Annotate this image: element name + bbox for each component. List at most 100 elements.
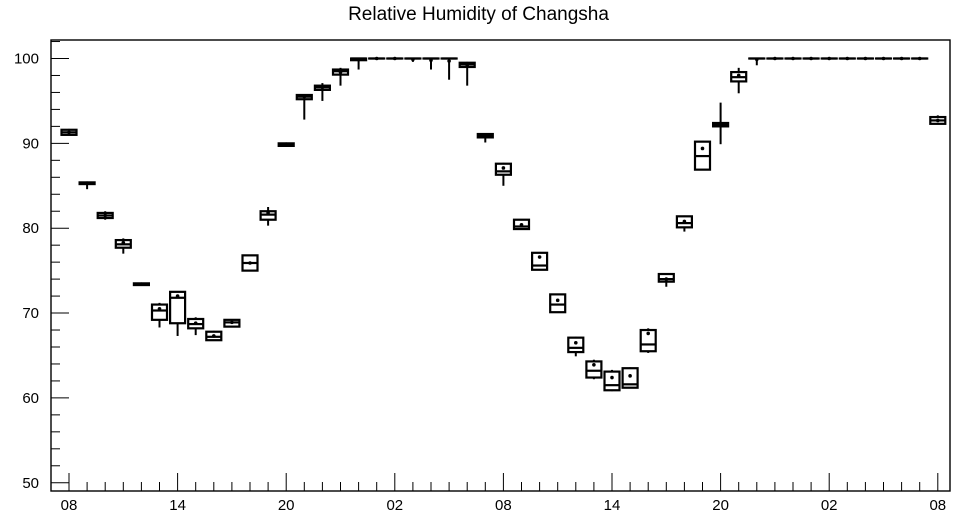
box-hour-13 xyxy=(295,93,313,120)
box-hour-11 xyxy=(259,206,277,226)
box-hour-19 xyxy=(404,57,422,62)
box-hour-18 xyxy=(386,56,404,61)
box-hour-30 xyxy=(603,369,621,392)
y-tick-label: 90 xyxy=(22,135,39,152)
iqr-box xyxy=(621,367,639,389)
box-hour-8 xyxy=(205,330,223,342)
y-tick-label: 60 xyxy=(22,390,39,407)
mean-marker xyxy=(230,320,234,325)
mean-marker xyxy=(664,277,669,281)
box-hour-24 xyxy=(494,162,512,186)
box-hour-40 xyxy=(784,56,802,61)
mean-marker xyxy=(718,122,723,126)
box-hour-9 xyxy=(223,318,241,328)
box-hour-29 xyxy=(585,359,603,380)
box-hour-23 xyxy=(476,132,494,143)
mean-marker xyxy=(863,56,868,61)
mean-marker xyxy=(936,118,940,123)
box-hour-21 xyxy=(440,57,458,80)
mean-marker xyxy=(537,255,542,259)
mean-marker xyxy=(248,261,252,265)
mean-marker xyxy=(736,73,741,78)
iqr-box xyxy=(603,370,621,392)
mean-marker xyxy=(628,374,632,378)
mean-marker xyxy=(429,58,433,62)
mean-marker xyxy=(773,56,777,61)
box-hour-32 xyxy=(639,328,657,353)
mean-marker xyxy=(646,331,650,336)
box-hour-2 xyxy=(96,211,114,220)
x-tick-label: 20 xyxy=(712,497,729,514)
mean-marker xyxy=(610,375,614,380)
iqr-box xyxy=(585,360,603,379)
mean-marker xyxy=(338,70,343,74)
mean-marker xyxy=(411,57,415,62)
box-hour-0 xyxy=(60,128,78,136)
box-hour-42 xyxy=(820,56,838,61)
box-hour-43 xyxy=(838,56,856,61)
box-hour-47 xyxy=(911,56,929,61)
mean-marker xyxy=(881,56,886,61)
box-hour-28 xyxy=(567,336,585,357)
mean-marker xyxy=(574,340,578,345)
x-tick-label: 14 xyxy=(169,497,186,514)
box-hour-38 xyxy=(748,57,766,66)
y-tick-label: 100 xyxy=(14,51,39,68)
y-tick-label: 70 xyxy=(22,305,39,322)
box-hour-27 xyxy=(549,293,567,314)
mean-marker xyxy=(139,282,144,287)
x-tick-label: 20 xyxy=(278,497,295,514)
plot-frame xyxy=(50,39,951,492)
box-hour-26 xyxy=(530,251,549,271)
x-tick-label: 08 xyxy=(61,497,78,514)
box-hour-44 xyxy=(856,56,875,61)
box-hour-25 xyxy=(512,218,531,231)
boxes-layer xyxy=(60,56,947,392)
box-hour-5 xyxy=(150,302,169,328)
x-tick-label: 08 xyxy=(495,497,512,514)
box-hour-35 xyxy=(693,140,712,171)
mean-marker xyxy=(356,57,361,62)
box-hour-39 xyxy=(766,56,784,61)
iqr-box xyxy=(549,293,567,314)
box-hour-3 xyxy=(114,238,132,254)
mean-marker xyxy=(212,334,216,338)
mean-marker xyxy=(555,298,560,303)
box-hour-17 xyxy=(368,56,386,61)
box-hour-22 xyxy=(458,61,476,86)
box-hour-14 xyxy=(313,83,331,101)
box-hour-45 xyxy=(874,56,893,61)
box-hour-7 xyxy=(187,317,205,336)
mean-marker xyxy=(67,130,71,135)
mean-marker xyxy=(483,133,488,138)
box-hour-4 xyxy=(132,282,150,287)
box-hour-10 xyxy=(241,254,259,272)
x-tick-label: 02 xyxy=(386,497,403,514)
mean-marker xyxy=(193,321,198,326)
mean-marker xyxy=(465,63,470,68)
box-hour-37 xyxy=(730,67,748,94)
mean-marker xyxy=(393,56,397,61)
mean-marker xyxy=(809,56,813,61)
mean-marker xyxy=(845,56,850,61)
box-hour-33 xyxy=(657,272,675,287)
mean-marker xyxy=(755,57,759,62)
box-hour-31 xyxy=(621,367,639,389)
box-hour-48 xyxy=(929,115,947,125)
mean-marker xyxy=(791,56,795,61)
mean-marker xyxy=(284,142,289,146)
mean-marker xyxy=(103,213,107,218)
mean-marker xyxy=(374,56,379,61)
mean-marker xyxy=(519,223,524,227)
box-hour-36 xyxy=(711,102,730,145)
iqr-box xyxy=(567,336,585,354)
axes: 50 60 70 80 90 100 08 14 20 02 08 14 20 02 08 xyxy=(14,39,951,514)
box-hour-41 xyxy=(802,56,820,61)
x-tick-label: 14 xyxy=(604,497,621,514)
mean-marker xyxy=(700,146,705,151)
x-tick-label: 08 xyxy=(929,497,946,514)
box-hour-1 xyxy=(78,181,96,190)
mean-marker xyxy=(85,181,89,186)
mean-marker xyxy=(157,307,162,311)
